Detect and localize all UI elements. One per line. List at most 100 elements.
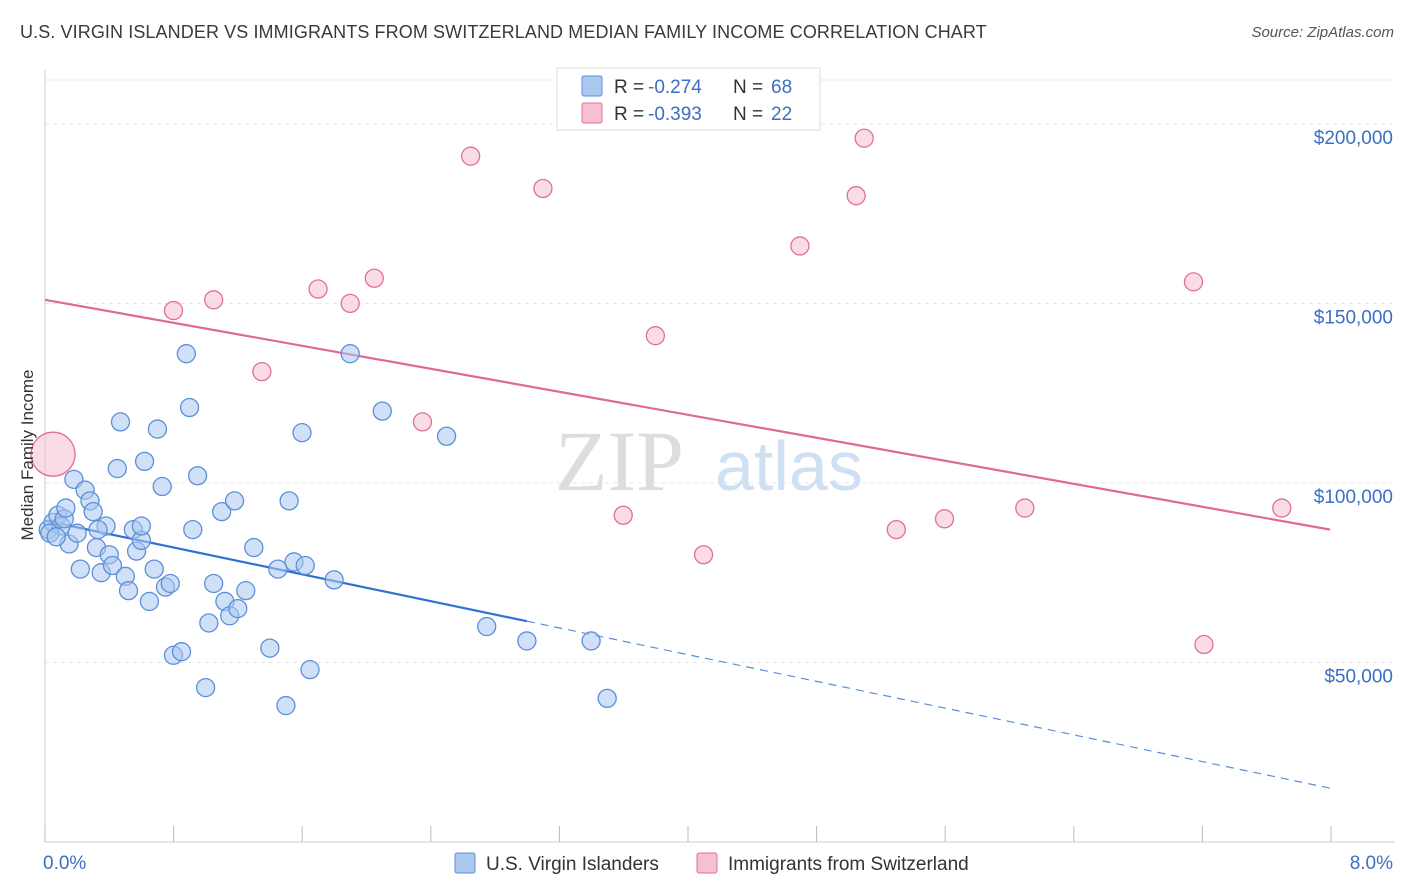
- point-switzerland-5: [340, 293, 360, 314]
- point-virgin-islanders-39: [204, 573, 224, 594]
- legend-r-value-1: -0.393: [648, 104, 702, 125]
- point-virgin-islanders-18: [110, 412, 131, 432]
- point-virgin-islanders-32: [171, 642, 192, 662]
- watermark-atlas: atlas: [715, 427, 863, 505]
- point-switzerland-0: [30, 431, 76, 477]
- point-virgin-islanders-45: [236, 581, 256, 601]
- point-switzerland-2: [204, 290, 224, 310]
- trend-line-virgin-islanders-projection: [526, 620, 1331, 789]
- point-switzerland-18: [1183, 272, 1204, 292]
- legend-swatch-1: [581, 102, 603, 124]
- point-switzerland-3: [252, 361, 272, 382]
- chart-title: U.S. VIRGIN ISLANDER VS IMMIGRANTS FROM …: [20, 22, 987, 42]
- point-virgin-islanders-46: [244, 537, 264, 558]
- point-virgin-islanders-54: [300, 659, 320, 680]
- point-virgin-islanders-43: [224, 491, 245, 511]
- point-virgin-islanders-16: [102, 555, 123, 576]
- point-switzerland-11: [645, 326, 666, 346]
- point-switzerland-10: [613, 505, 633, 525]
- x-tick-label-left: 0.0%: [43, 853, 86, 874]
- point-switzerland-4: [308, 279, 328, 299]
- legend-n-value-0: 68: [771, 77, 792, 98]
- point-virgin-islanders-47: [260, 638, 280, 658]
- point-virgin-islanders-30: [160, 573, 180, 594]
- point-virgin-islanders-64: [46, 527, 66, 547]
- legend-swatch-0: [581, 75, 603, 97]
- point-virgin-islanders-7: [67, 523, 87, 543]
- x-tick-labels: 0.0% 8.0%: [43, 853, 1393, 874]
- series-legend: U.S. Virgin Islanders Immigrants from Swi…: [454, 852, 969, 875]
- legend-r-label-1: R =: [614, 104, 644, 125]
- point-switzerland-1: [163, 300, 184, 321]
- legend-bottom-swatch-0: [454, 852, 476, 874]
- point-switzerland-7: [412, 412, 433, 432]
- point-virgin-islanders-17: [107, 458, 127, 479]
- point-virgin-islanders-33: [176, 344, 197, 364]
- y-tick-label-1: $100,000: [1314, 487, 1393, 508]
- point-virgin-islanders-27: [147, 419, 168, 439]
- point-virgin-islanders-20: [118, 581, 139, 601]
- legend-r-value-0: -0.274: [648, 77, 702, 98]
- source-label: Source: ZipAtlas.com: [1251, 24, 1394, 41]
- point-switzerland-19: [1272, 498, 1292, 518]
- point-virgin-islanders-50: [279, 491, 299, 511]
- point-virgin-islanders-38: [199, 613, 219, 633]
- point-virgin-islanders-53: [295, 555, 315, 576]
- legend-r-label-0: R =: [614, 77, 644, 98]
- point-virgin-islanders-34: [179, 397, 200, 418]
- point-switzerland-8: [461, 146, 481, 166]
- point-virgin-islanders-25: [139, 591, 160, 612]
- y-tick-label-0: $50,000: [1324, 666, 1393, 687]
- watermark-zip: ZIP: [555, 413, 684, 509]
- point-virgin-islanders-37: [195, 677, 216, 698]
- point-virgin-islanders-44: [228, 598, 248, 619]
- point-virgin-islanders-65: [56, 498, 76, 518]
- point-switzerland-13: [790, 236, 810, 256]
- y-tick-labels: $50,000 $100,000 $150,000 $200,000: [1314, 128, 1393, 688]
- point-virgin-islanders-26: [144, 559, 164, 579]
- point-virgin-islanders-66: [88, 519, 108, 540]
- point-virgin-islanders-61: [581, 631, 601, 651]
- data-points: [30, 128, 1292, 716]
- point-virgin-islanders-49: [276, 695, 296, 716]
- legend-n-label-0: N =: [733, 77, 763, 98]
- point-switzerland-14: [846, 186, 866, 206]
- point-virgin-islanders-55: [324, 570, 344, 590]
- point-virgin-islanders-52: [292, 423, 312, 443]
- correlation-legend: R = -0.274 N = 68 R = -0.393 N = 22: [556, 67, 821, 131]
- point-switzerland-16: [934, 509, 955, 529]
- legend-n-label-1: N =: [733, 104, 763, 125]
- x-tick-label-right: 8.0%: [1350, 853, 1393, 874]
- point-switzerland-9: [533, 178, 553, 199]
- legend-bottom-label-0: U.S. Virgin Islanders: [486, 854, 659, 875]
- gridlines: [45, 79, 1395, 663]
- point-switzerland-15: [886, 519, 906, 540]
- point-virgin-islanders-28: [152, 476, 172, 497]
- point-virgin-islanders-48: [268, 559, 288, 579]
- point-switzerland-20: [1194, 634, 1214, 655]
- legend-bottom-label-1: Immigrants from Switzerland: [728, 854, 969, 875]
- point-virgin-islanders-35: [183, 519, 203, 540]
- legend-bottom-swatch-1: [696, 852, 718, 874]
- legend-n-value-1: 22: [771, 104, 792, 125]
- point-virgin-islanders-58: [436, 426, 457, 446]
- point-virgin-islanders-24: [134, 451, 155, 472]
- watermark: ZIP atlas: [555, 413, 863, 509]
- point-virgin-islanders-57: [372, 401, 392, 421]
- point-virgin-islanders-11: [83, 502, 103, 522]
- point-virgin-islanders-56: [340, 344, 360, 364]
- point-switzerland-12: [693, 545, 714, 565]
- point-virgin-islanders-67: [131, 516, 152, 536]
- point-virgin-islanders-59: [477, 616, 497, 637]
- point-virgin-islanders-8: [70, 559, 90, 579]
- point-switzerland-21: [854, 128, 874, 148]
- y-axis-title: Median Family Income: [18, 369, 37, 540]
- point-virgin-islanders-40: [212, 502, 232, 522]
- point-virgin-islanders-36: [187, 466, 208, 486]
- y-tick-label-2: $150,000: [1314, 307, 1393, 328]
- point-switzerland-6: [364, 268, 384, 288]
- trend-line-switzerland: [44, 298, 1331, 531]
- point-virgin-islanders-62: [597, 688, 617, 709]
- point-switzerland-17: [1015, 498, 1035, 518]
